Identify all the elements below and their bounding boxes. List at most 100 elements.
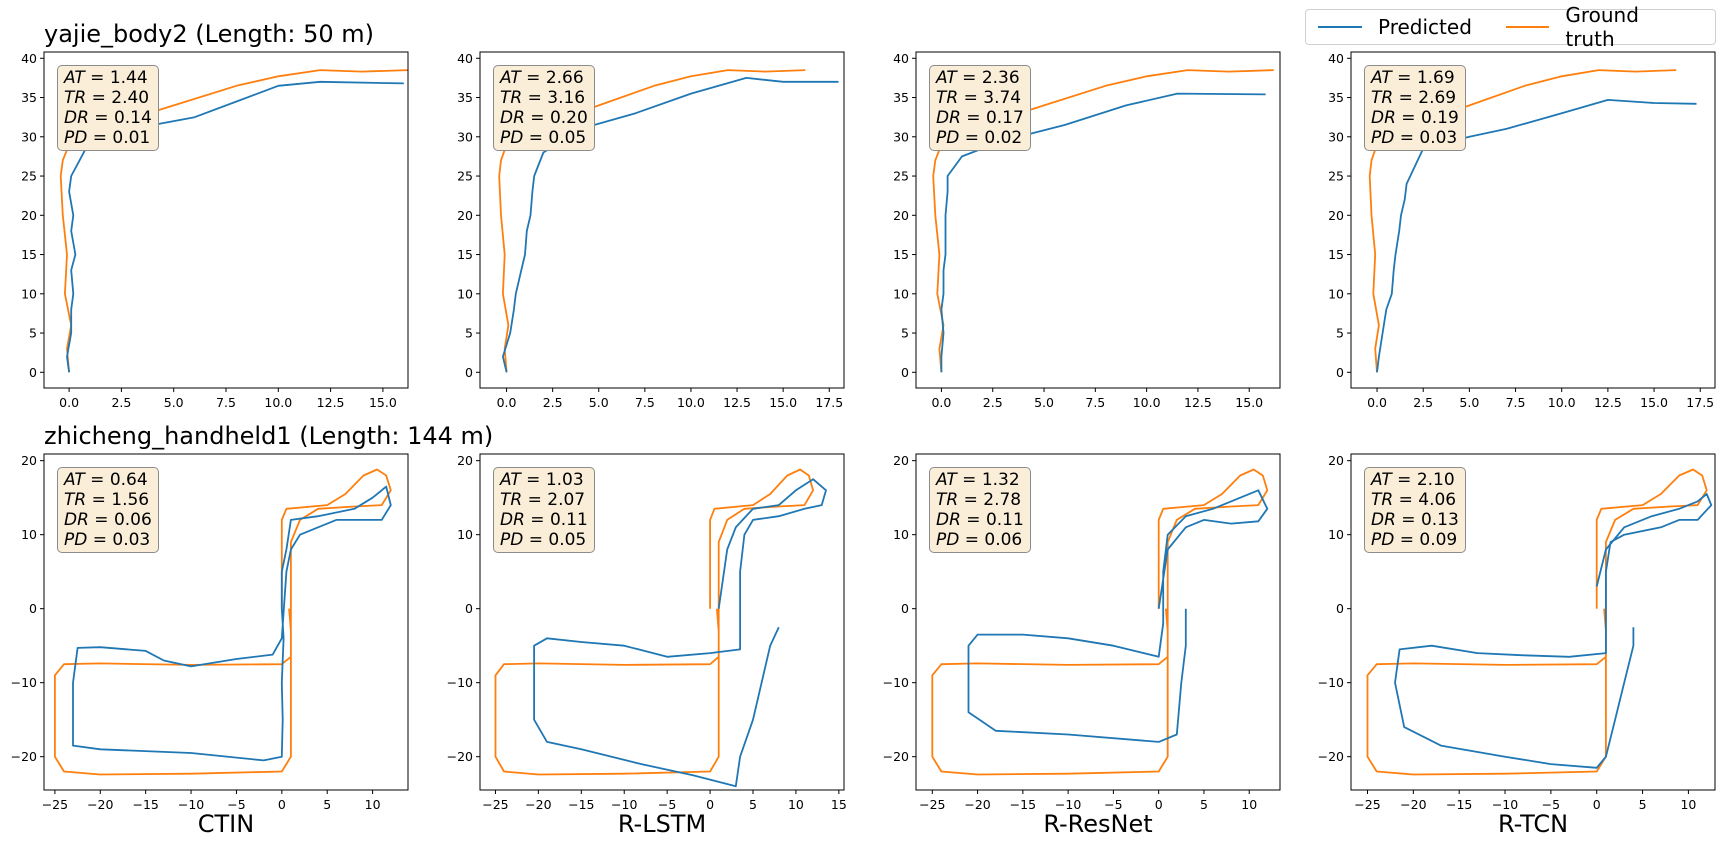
metric-value: = 2.36 bbox=[956, 68, 1020, 88]
x-tick-label: 12.5 bbox=[317, 395, 345, 410]
legend-line-ground-truth bbox=[1505, 26, 1550, 28]
legend-line-predicted bbox=[1318, 26, 1362, 28]
metric-name: DR bbox=[936, 108, 961, 128]
metric-name: TR bbox=[936, 490, 959, 510]
x-tick-label: 0 bbox=[278, 797, 286, 812]
metric-value: = 4.06 bbox=[1393, 490, 1457, 510]
y-tick-label: 10 bbox=[1328, 527, 1344, 542]
x-tick-label: −25 bbox=[482, 797, 508, 812]
x-tick-label: 17.5 bbox=[815, 395, 843, 410]
metric-name: TR bbox=[1371, 88, 1394, 108]
y-tick-label: 25 bbox=[1328, 169, 1344, 184]
x-tick-label: −10 bbox=[178, 797, 204, 812]
legend-item-predicted: Predicted bbox=[1318, 15, 1472, 39]
metric-pd: PD = 0.09 bbox=[1371, 530, 1459, 550]
x-tick-label: 2.5 bbox=[543, 395, 563, 410]
metric-value: = 0.64 bbox=[84, 470, 148, 490]
x-tick-label: 7.5 bbox=[1506, 395, 1526, 410]
x-tick-label: −15 bbox=[568, 797, 594, 812]
predicted-line bbox=[72, 485, 392, 762]
x-tick-label: 17.5 bbox=[1686, 395, 1714, 410]
metric-value: = 0.05 bbox=[523, 128, 587, 148]
x-tick-label: 15.0 bbox=[769, 395, 797, 410]
axes-frame bbox=[43, 453, 409, 791]
ground-truth-line bbox=[54, 468, 392, 776]
metric-name: PD bbox=[64, 530, 88, 550]
x-tick-label: 2.5 bbox=[1413, 395, 1433, 410]
metric-value: = 2.66 bbox=[520, 68, 584, 88]
metric-name: TR bbox=[64, 88, 87, 108]
x-tick-label: −5 bbox=[1104, 797, 1122, 812]
metric-value: = 0.11 bbox=[524, 510, 588, 530]
y-tick-label: 40 bbox=[21, 51, 37, 66]
axes-frame bbox=[1350, 51, 1716, 389]
metric-dr: DR = 0.11 bbox=[500, 510, 588, 530]
metric-at: AT = 1.44 bbox=[64, 68, 152, 88]
metric-name: DR bbox=[1371, 108, 1396, 128]
metric-tr: TR = 4.06 bbox=[1371, 490, 1459, 510]
metric-tr: TR = 1.56 bbox=[64, 490, 152, 510]
x-tick-label: 10 bbox=[788, 797, 804, 812]
metric-dr: DR = 0.11 bbox=[936, 510, 1024, 530]
y-tick-label: −10 bbox=[1318, 675, 1344, 690]
metric-value: = 2.69 bbox=[1393, 88, 1457, 108]
y-tick-label: 30 bbox=[893, 129, 909, 144]
metric-value: = 0.01 bbox=[87, 128, 151, 148]
x-tick-label: −15 bbox=[1010, 797, 1036, 812]
y-tick-label: 10 bbox=[21, 286, 37, 301]
metric-value: = 0.17 bbox=[960, 108, 1024, 128]
x-tick-label: 15.0 bbox=[369, 395, 397, 410]
metric-name: AT bbox=[936, 68, 957, 88]
metric-at: AT = 2.36 bbox=[936, 68, 1024, 88]
y-tick-label: 35 bbox=[21, 90, 37, 105]
y-tick-label: 25 bbox=[21, 169, 37, 184]
y-tick-label: 40 bbox=[1328, 51, 1344, 66]
x-tick-label: 0.0 bbox=[931, 395, 951, 410]
y-tick-label: 0 bbox=[901, 365, 909, 380]
x-tick-label: 5 bbox=[323, 797, 331, 812]
x-tick-label: 0 bbox=[706, 797, 714, 812]
x-tick-label: 10 bbox=[1241, 797, 1257, 812]
x-tick-label: 15.0 bbox=[1640, 395, 1668, 410]
x-tick-label: 0 bbox=[1593, 797, 1601, 812]
y-tick-label: 20 bbox=[1328, 453, 1344, 468]
metric-name: TR bbox=[500, 88, 523, 108]
metric-pd: PD = 0.01 bbox=[64, 128, 152, 148]
y-tick-label: 0 bbox=[29, 601, 37, 616]
metric-name: PD bbox=[500, 128, 524, 148]
y-tick-label: 5 bbox=[901, 326, 909, 341]
metric-name: AT bbox=[1371, 68, 1392, 88]
y-tick-label: 10 bbox=[457, 286, 473, 301]
x-tick-label: 12.5 bbox=[1184, 395, 1212, 410]
y-tick-label: 0 bbox=[29, 365, 37, 380]
metric-value: = 2.78 bbox=[958, 490, 1022, 510]
x-tick-label: 10.0 bbox=[264, 395, 292, 410]
metric-name: DR bbox=[1371, 510, 1396, 530]
x-tick-label: −15 bbox=[1446, 797, 1472, 812]
metric-name: DR bbox=[64, 108, 89, 128]
y-tick-label: 35 bbox=[1328, 90, 1344, 105]
metric-pd: PD = 0.05 bbox=[500, 128, 588, 148]
metric-value: = 0.03 bbox=[1394, 128, 1458, 148]
y-tick-label: 35 bbox=[457, 90, 473, 105]
y-tick-label: 0 bbox=[901, 601, 909, 616]
x-tick-label: −20 bbox=[525, 797, 551, 812]
x-tick-label: 5 bbox=[1200, 797, 1208, 812]
x-tick-label: −20 bbox=[964, 797, 990, 812]
metric-dr: DR = 0.19 bbox=[1371, 108, 1459, 128]
column-label-ctin: CTIN bbox=[197, 810, 255, 838]
metric-value: = 0.20 bbox=[524, 108, 588, 128]
metric-name: TR bbox=[1371, 490, 1394, 510]
y-tick-label: 30 bbox=[1328, 129, 1344, 144]
metric-at: AT = 1.03 bbox=[500, 470, 588, 490]
x-tick-label: 7.5 bbox=[635, 395, 655, 410]
metric-name: DR bbox=[500, 510, 525, 530]
metric-value: = 3.16 bbox=[522, 88, 586, 108]
metric-tr: TR = 3.16 bbox=[500, 88, 588, 108]
x-tick-label: 5.0 bbox=[1459, 395, 1479, 410]
y-tick-label: 5 bbox=[1336, 326, 1344, 341]
x-tick-label: −25 bbox=[42, 797, 68, 812]
x-tick-label: 2.5 bbox=[983, 395, 1003, 410]
metric-tr: TR = 2.78 bbox=[936, 490, 1024, 510]
